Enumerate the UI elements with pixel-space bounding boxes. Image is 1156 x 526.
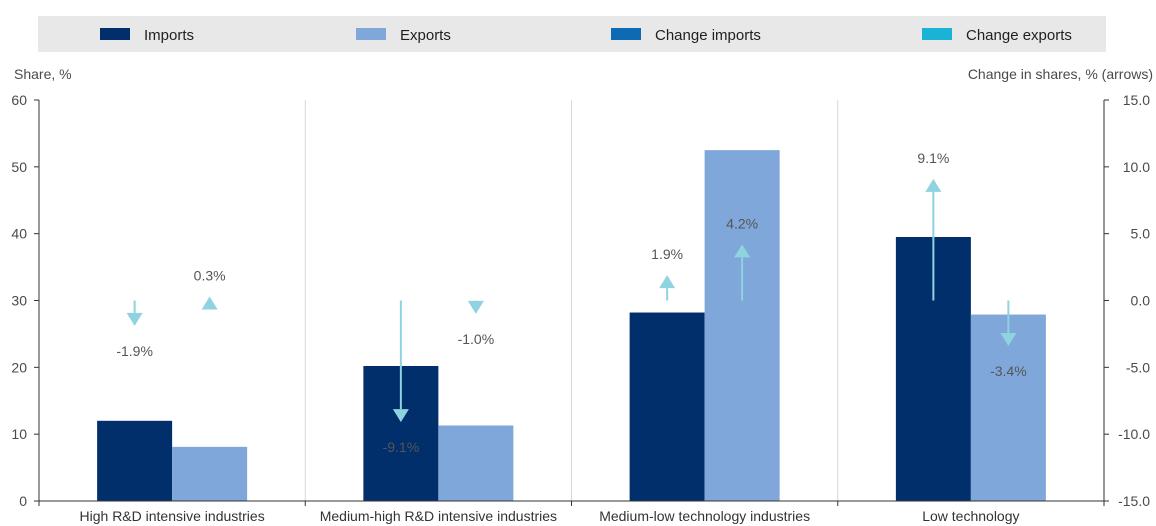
legend-swatch-2 [356, 28, 386, 40]
change-imports-label-4: 9.1% [917, 150, 949, 166]
exports-bar-3 [704, 150, 780, 501]
category-label-4: Low technology [922, 508, 1019, 524]
change-exports-arrow-3 [734, 244, 751, 301]
left-tick-label: 10 [11, 426, 27, 442]
legend-swatch-3 [611, 28, 641, 40]
grid-lines [304, 100, 839, 501]
change-exports-arrow-4 [1000, 300, 1017, 346]
imports-bar-3 [629, 312, 705, 501]
left-tick-label: 0 [19, 493, 27, 509]
axes: 0 10 20 30 40 50 60 -15.0 -10.0 -5.0 0.0 5.0 10.0 15.… [11, 92, 1150, 524]
change-exports-label-1: 0.3% [194, 267, 226, 283]
left-tick-label: 30 [11, 293, 27, 309]
arrow-head [201, 296, 218, 310]
exports-bar-2 [438, 425, 514, 501]
right-tick-label: 15.0 [1123, 92, 1150, 108]
right-tick-label: -10.0 [1118, 426, 1150, 442]
left-tick-label: 40 [11, 226, 27, 242]
bars [97, 150, 1046, 501]
change-exports-label-4: -3.4% [990, 363, 1027, 379]
imports-bar-1 [97, 420, 173, 501]
left-tick-label: 50 [11, 159, 27, 175]
change-imports-label-1: -1.9% [116, 343, 153, 359]
category-label-1: High R&D intensive industries [80, 508, 265, 524]
change-imports-label-2: -9.1% [383, 439, 420, 455]
left-tick-label: 60 [11, 92, 27, 108]
right-tick-label: -15.0 [1118, 493, 1150, 509]
legend-swatch-4 [922, 28, 952, 40]
arrow-head [659, 275, 676, 289]
change-imports-arrow-3 [659, 275, 676, 301]
change-imports-arrow-1 [126, 300, 143, 326]
data-labels: -1.9% 0.3% -9.1% -1.0% 1.9% 4.2% 9.1% -3.4% [116, 150, 1026, 455]
change-arrows [126, 178, 1017, 423]
arrow-head [467, 300, 484, 314]
legend: Imports Exports Change imports Change expor… [100, 27, 1072, 44]
legend-swatch-1 [100, 28, 130, 40]
arrow-head [126, 312, 143, 326]
change-exports-arrow-2 [467, 300, 484, 314]
legend-label-2: Exports [400, 27, 451, 44]
right-tick-label: 10.0 [1123, 159, 1150, 175]
change-exports-label-2: -1.0% [458, 331, 495, 347]
legend-label-4: Change exports [966, 27, 1072, 44]
change-imports-arrow-2 [392, 300, 409, 423]
legend-label-3: Change imports [655, 27, 761, 44]
right-axis-title: Change in shares, % (arrows) [968, 66, 1153, 82]
arrow-head [734, 244, 751, 258]
arrow-head [1000, 332, 1017, 346]
change-exports-label-3: 4.2% [726, 215, 758, 231]
right-tick-label: -5.0 [1126, 359, 1150, 375]
change-imports-label-3: 1.9% [651, 246, 683, 262]
category-label-2: Medium-high R&D intensive industries [320, 508, 557, 524]
change-imports-arrow-4 [925, 178, 942, 301]
change-exports-arrow-1 [201, 296, 218, 310]
legend-label-1: Imports [144, 27, 194, 44]
left-axis-title: Share, % [14, 66, 72, 82]
arrow-head [392, 409, 409, 423]
category-label-3: Medium-low technology industries [599, 508, 810, 524]
right-tick-label: 0.0 [1131, 293, 1151, 309]
right-tick-label: 5.0 [1131, 226, 1151, 242]
left-tick-label: 20 [11, 359, 27, 375]
arrow-head [925, 178, 942, 192]
exports-bar-1 [172, 446, 248, 501]
